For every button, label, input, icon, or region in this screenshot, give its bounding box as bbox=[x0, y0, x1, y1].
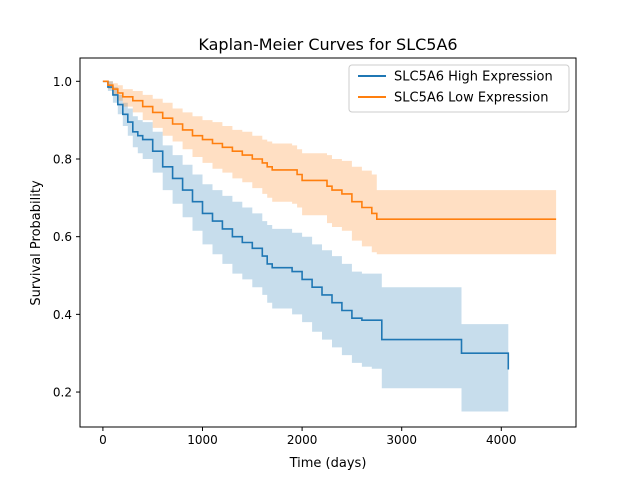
x-axis: 0 1000 2000 3000 4000 bbox=[99, 427, 517, 447]
survival-curves bbox=[102, 80, 557, 370]
survival-curve-high bbox=[102, 80, 510, 370]
y-axis-label: Survival Probability bbox=[29, 180, 44, 306]
x-tick-label: 2000 bbox=[287, 433, 318, 447]
x-axis-label: Time (days) bbox=[289, 456, 367, 471]
legend-label-high: SLC5A6 High Expression bbox=[394, 70, 553, 85]
legend: SLC5A6 High Expression SLC5A6 Low Expres… bbox=[348, 64, 570, 113]
y-axis: 0.2 0.4 0.6 0.8 1.0 bbox=[53, 75, 80, 400]
ci-band-low bbox=[102, 81, 557, 255]
legend-box bbox=[348, 64, 570, 113]
survival-curve-low bbox=[102, 80, 557, 220]
x-tick-label: 4000 bbox=[486, 433, 517, 447]
plot-frame bbox=[79, 57, 577, 428]
ci-band-high bbox=[102, 81, 509, 412]
legend-label-low: SLC5A6 Low Expression bbox=[394, 91, 548, 106]
y-tick-label: 1.0 bbox=[53, 75, 72, 89]
x-tick-label: 3000 bbox=[386, 433, 417, 447]
x-tick-label: 0 bbox=[99, 433, 107, 447]
confidence-bands bbox=[102, 81, 557, 412]
y-tick-label: 0.2 bbox=[53, 386, 72, 400]
x-tick-label: 1000 bbox=[187, 433, 218, 447]
y-tick-label: 0.8 bbox=[53, 152, 72, 166]
chart-title: Kaplan-Meier Curves for SLC5A6 bbox=[198, 35, 457, 54]
y-tick-label: 0.4 bbox=[53, 308, 72, 322]
y-tick-label: 0.6 bbox=[53, 230, 72, 244]
